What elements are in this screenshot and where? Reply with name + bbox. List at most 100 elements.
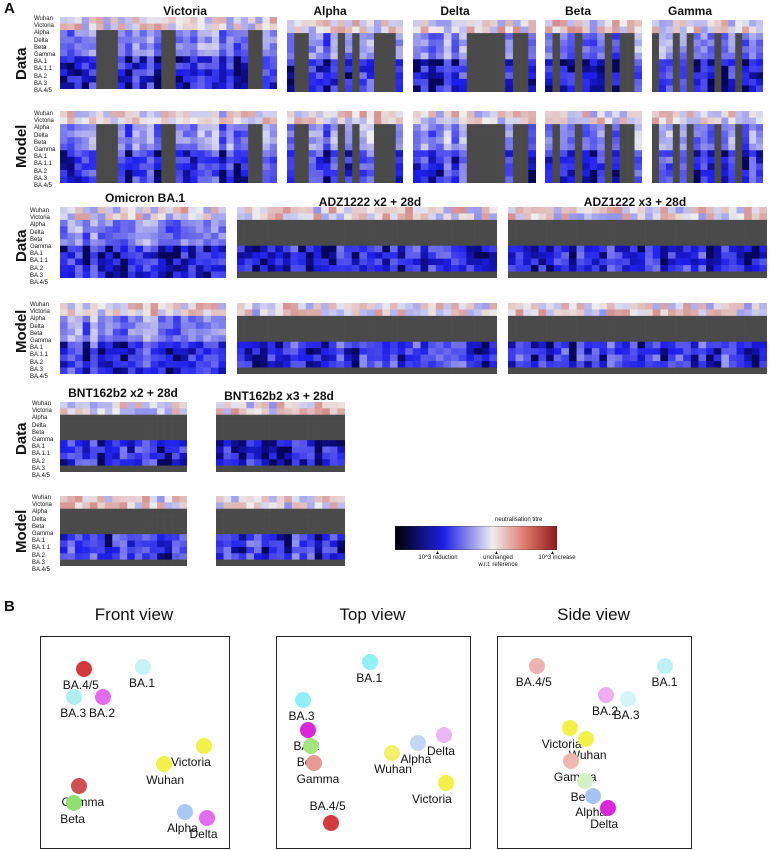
heatmap-cell [218,354,226,362]
heatmap-cell [482,156,491,164]
row-label: BA.3 [32,465,46,472]
heatmap-cell [382,219,391,227]
heatmap-cell [328,219,337,227]
heatmap-cell [164,465,173,472]
heatmap-cell [412,265,421,272]
heatmap-cell [313,354,322,362]
heatmap-cell [284,427,293,435]
heatmap-cell [172,414,180,422]
row-label: Beta [34,139,47,146]
heatmap-cell [466,328,475,336]
heatmap-cell [321,348,330,355]
heatmap-cell [451,59,460,67]
heatmap-cell [474,85,483,92]
heatmap-cell [161,111,169,118]
heatmap-cell [451,169,460,177]
heatmap-cell [382,328,391,336]
heatmap-cell [352,85,360,92]
heatmap-cell [359,150,368,158]
heatmap-cell [629,309,638,317]
heatmap-cell [645,335,654,343]
heatmap-cell [314,502,323,510]
heatmap-cell [389,252,398,259]
heatmap-cell [67,239,76,247]
heatmap-cell [195,219,204,227]
heatmap-cell [308,65,317,73]
heatmap-cell [345,117,353,125]
heatmap-cell [652,213,661,221]
heatmap-cell [597,72,605,80]
heatmap-cell [367,354,375,362]
heatmap-cell [226,23,234,31]
heatmap-cell [149,446,158,454]
heatmap-cell [60,446,68,454]
heatmap-cell [359,124,368,131]
heatmap-cell [459,143,468,151]
heatmap-cell [60,36,68,44]
heatmap-cell [698,219,707,227]
heatmap-cell [751,367,760,374]
heatmap-cell [481,341,490,349]
heatmap-cell [759,258,767,266]
heatmap-cell [298,303,307,310]
heatmap-cell [597,137,605,145]
heatmap-cell [110,49,119,57]
heatmap-cell [589,111,598,118]
heatmap-cell [619,78,628,86]
heatmap-cell [675,207,684,214]
heatmap-cell [435,239,444,247]
heatmap-cell [240,156,249,164]
row-label: BA.4/5 [34,88,53,95]
heatmap-cell [81,111,90,118]
heatmap-cell [690,245,699,253]
heatmap-cell [629,207,638,214]
heatmap-cell [679,20,687,27]
heatmap-cell [120,341,129,349]
heatmap-cell [219,137,227,145]
heatmap-cell [179,559,187,566]
heatmap-cell [211,56,220,64]
heatmap-cell [119,402,128,409]
heatmap-cell [714,156,722,164]
heatmap-cell [150,258,159,266]
heatmap-cell [190,56,198,64]
heatmap-cell [246,515,255,522]
heatmap-cell [134,546,143,554]
heatmap-cell [301,176,310,183]
heatmap-cell [253,452,262,460]
heatmap-cell [428,111,437,118]
heatmap-cell [582,52,591,60]
heatmap-cell [203,328,212,336]
heatmap-cell [489,150,498,158]
heatmap-cell [458,341,467,349]
heatmap-cell [287,78,295,86]
heatmap-cell [582,137,591,145]
heatmap-cell [323,26,331,34]
heatmap-cell [132,17,140,24]
heatmap-cell [359,130,368,138]
heatmap-cell [82,540,91,548]
colorbar-label-low: 10^3 reduction [418,555,458,561]
heatmap-cell [269,559,278,566]
heatmap-cell [597,117,605,125]
scatter-label: Wuhan [146,773,185,788]
heatmap-cell [313,335,322,343]
heatmap-cell [728,315,737,323]
heatmap-cell [210,354,219,362]
heatmap-cell [515,219,524,227]
heatmap-cell [481,258,490,266]
heatmap-cell [161,117,169,125]
heatmap-cell [428,258,437,266]
heatmap-cell [597,85,605,92]
heatmap-cell [546,252,555,259]
heatmap-cell [597,124,605,131]
heatmap-cell [81,23,90,31]
heatmap-cell [139,23,148,31]
heatmap-cell [287,33,295,40]
heatmap-cell [143,265,151,272]
heatmap-cell [219,117,227,125]
heatmap-cell [238,502,247,510]
heatmap-cell [713,219,722,227]
heatmap-cell [568,245,577,253]
heatmap-cell [665,163,674,171]
